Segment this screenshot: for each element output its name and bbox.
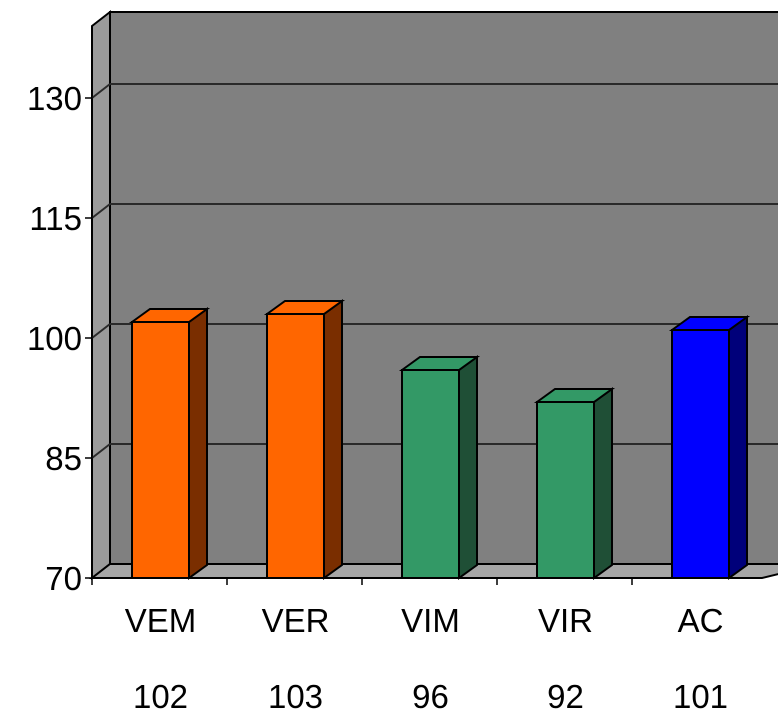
value-label: 96 <box>412 678 449 715</box>
value-label: 103 <box>268 678 323 715</box>
y-tick-label: 85 <box>45 440 82 477</box>
y-tick-label: 100 <box>27 320 82 357</box>
bar-side <box>594 389 612 578</box>
bar-ac <box>672 330 729 578</box>
bar-vir <box>537 402 594 578</box>
y-axis: 70 85 100 115 130 <box>27 26 92 597</box>
bar-side <box>189 309 207 578</box>
x-tick-label: VEM <box>125 602 197 639</box>
bar-ver <box>267 314 324 578</box>
bar-vim <box>402 370 459 578</box>
bar-side <box>324 301 342 578</box>
value-label: 101 <box>673 678 728 715</box>
x-tick-label: VIM <box>401 602 460 639</box>
bar-side <box>729 317 747 578</box>
bar-vem <box>132 322 189 578</box>
x-tick-label: VIR <box>538 602 593 639</box>
value-label: 92 <box>547 678 584 715</box>
y-tick-label: 70 <box>45 560 82 597</box>
x-tick-label: VER <box>262 602 330 639</box>
x-tick-label: AC <box>678 602 724 639</box>
y-tick-label: 130 <box>27 80 82 117</box>
x-axis: VEM VER VIM VIR AC <box>92 578 762 639</box>
value-label: 102 <box>133 678 188 715</box>
bar-side <box>459 357 477 578</box>
value-labels: 102 103 96 92 101 <box>133 678 728 715</box>
y-tick-label: 115 <box>29 200 82 237</box>
